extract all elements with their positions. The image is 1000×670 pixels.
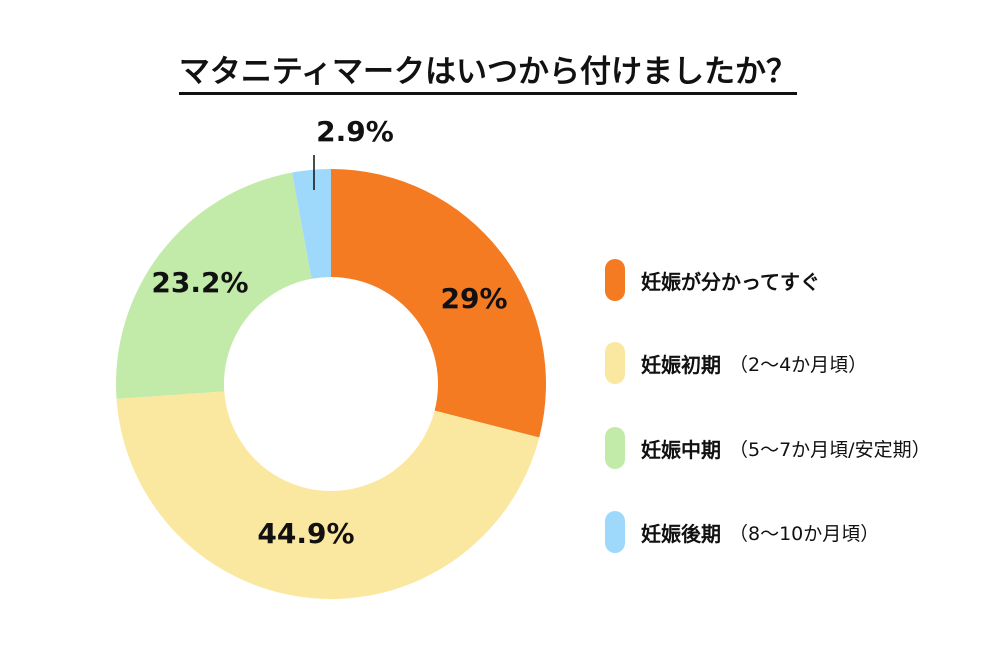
- legend-item: 妊娠中期 （5〜7か月頃/安定期）: [605, 427, 931, 469]
- legend-swatch: [605, 511, 625, 553]
- donut-slice: [331, 169, 546, 438]
- legend-sublabel: （2〜4か月頃）: [729, 353, 868, 376]
- legend-item: 妊娠初期 （2〜4か月頃）: [605, 342, 867, 384]
- legend-sublabel: （8〜10か月頃）: [729, 522, 880, 545]
- data-label: 29%: [440, 282, 507, 315]
- legend-label: 妊娠が分かってすぐ: [641, 269, 820, 294]
- legend-item: 妊娠が分かってすぐ: [605, 259, 828, 301]
- legend-item: 妊娠後期 （8〜10か月頃）: [605, 511, 879, 553]
- donut-slice: [116, 172, 312, 399]
- legend-swatch: [605, 342, 625, 384]
- data-label: 44.9%: [257, 517, 354, 550]
- legend-label: 妊娠初期: [641, 352, 721, 377]
- data-label: 2.9%: [316, 115, 394, 148]
- legend-swatch: [605, 259, 625, 301]
- legend-label: 妊娠中期: [641, 437, 721, 462]
- data-label: 23.2%: [151, 266, 248, 299]
- donut-slice: [116, 391, 540, 599]
- legend-label: 妊娠後期: [641, 521, 721, 546]
- chart-title: マタニティマークはいつから付けましたか？: [0, 46, 976, 95]
- chart-title-text: マタニティマークはいつから付けましたか？: [178, 54, 798, 95]
- donut-slice: [292, 169, 331, 279]
- legend-sublabel: （5〜7か月頃/安定期）: [729, 438, 931, 461]
- legend-swatch: [605, 427, 625, 469]
